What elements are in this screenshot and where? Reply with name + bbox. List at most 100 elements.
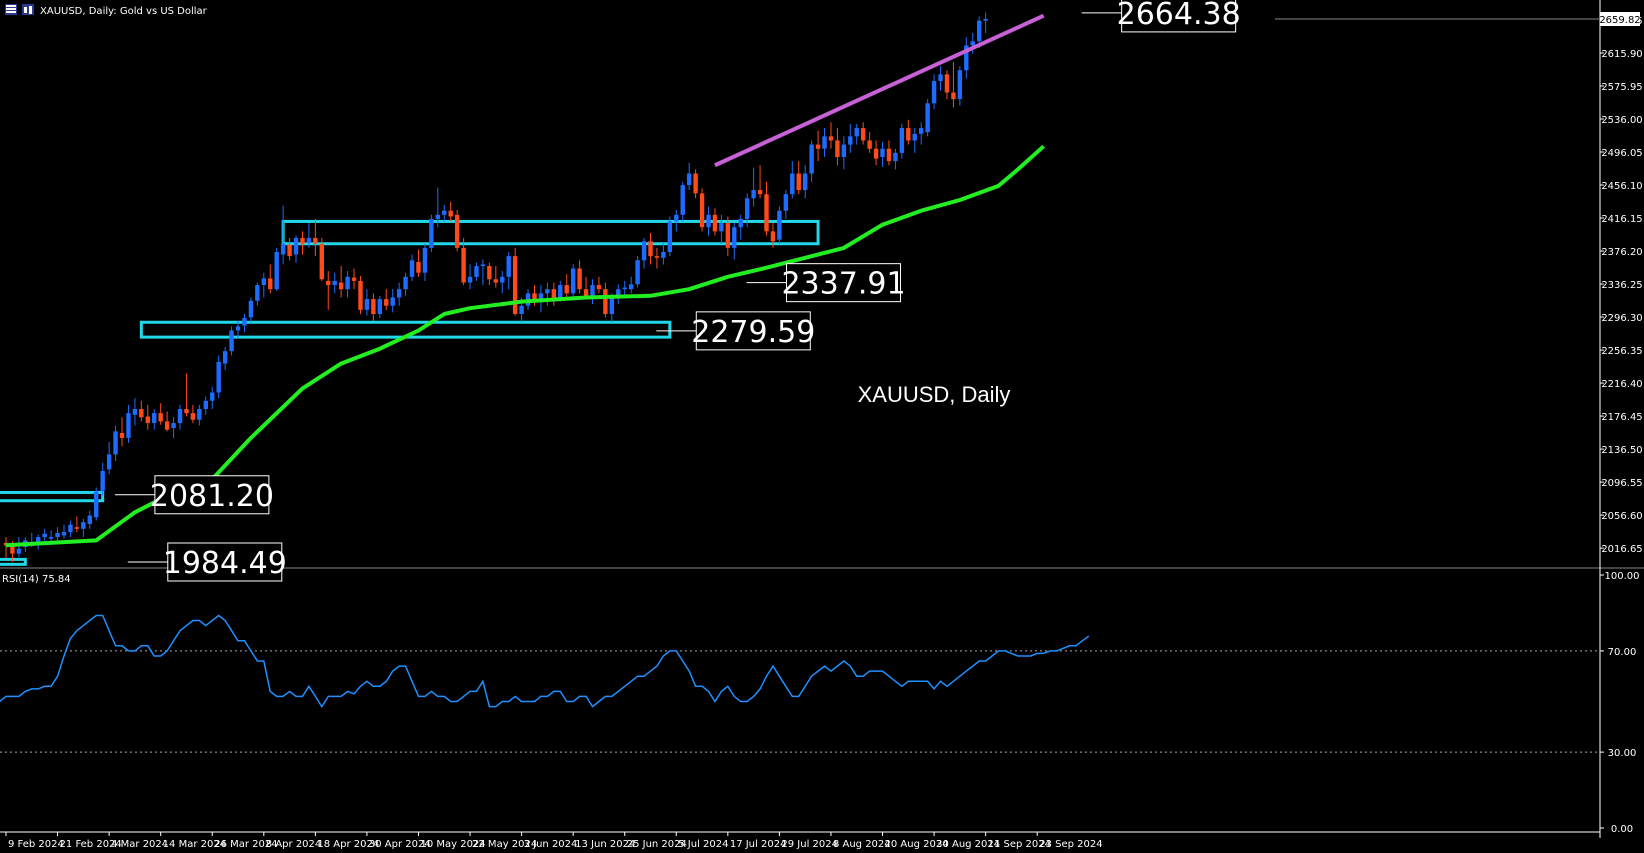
candle [274, 247, 279, 291]
candle [293, 235, 299, 263]
candle-body [764, 194, 769, 232]
trendline[interactable] [714, 13, 1045, 168]
candle-body [744, 198, 750, 219]
candle-body [384, 299, 389, 306]
candle [184, 373, 189, 417]
candle-body [886, 148, 892, 162]
candle [326, 271, 331, 310]
candles-icon[interactable] [22, 4, 34, 15]
candle [590, 279, 595, 305]
candle-body [616, 289, 621, 298]
candle-body [757, 190, 763, 195]
candle-body [351, 277, 357, 281]
candle [918, 122, 924, 145]
candle-body [751, 190, 756, 199]
candle [81, 518, 86, 538]
candle [87, 510, 92, 529]
rsi-axis: 100.00 70.00 30.00 0.00 [1600, 571, 1640, 835]
candle [416, 249, 421, 277]
price-pane: 1984.49 2081.20 2279.59 2337.91 2664.38 [0, 0, 1241, 582]
price-label-box [154, 475, 270, 515]
price-label: 2081.20 [114, 475, 274, 515]
candle [854, 123, 859, 145]
candle-body [938, 74, 943, 81]
price-label-text: 2081.20 [150, 479, 274, 514]
candle-body [558, 285, 563, 298]
price-label: 2337.91 [746, 263, 906, 303]
price-label-text: 2279.59 [691, 315, 815, 350]
candle [603, 282, 608, 318]
price-tick-label: 2136.50 [1601, 445, 1642, 456]
candle-body [570, 268, 576, 294]
candle [461, 237, 466, 286]
candle-body [674, 214, 679, 222]
candle [222, 347, 228, 371]
candle [957, 66, 963, 106]
candle-body [912, 133, 917, 141]
candle-body [422, 247, 428, 273]
rsi-tick-label: 100.00 [1605, 571, 1640, 582]
candle-body [113, 431, 118, 455]
candle-body [229, 330, 234, 352]
candle-body [222, 351, 228, 364]
candle-body [500, 276, 505, 283]
candle [435, 187, 441, 228]
candle-body [81, 522, 86, 529]
candle [906, 119, 911, 145]
candle [970, 33, 975, 54]
candle [628, 276, 634, 294]
candle [706, 206, 711, 236]
candle [719, 214, 724, 244]
candle-body [319, 243, 325, 280]
candle [583, 276, 589, 300]
candle-body [467, 276, 473, 283]
candle-body [719, 223, 724, 232]
support-zone[interactable] [0, 490, 105, 503]
candle [229, 326, 234, 356]
candle-body [603, 289, 608, 314]
candle-body [564, 285, 569, 294]
candle-body [306, 237, 312, 243]
time-tick-label: 4 Mar 2024 [111, 839, 168, 850]
candle [442, 204, 447, 222]
candle-body [248, 300, 254, 318]
candle-body [487, 266, 492, 280]
candle-body [203, 400, 208, 410]
chart-grid-icon[interactable] [5, 4, 17, 15]
symbol-annotation: XAUUSD, Daily [858, 382, 1011, 407]
candle [351, 268, 357, 290]
candle-body [732, 227, 737, 248]
candle [448, 201, 453, 222]
candle-body [396, 289, 402, 298]
candle [377, 295, 383, 319]
candle-body [635, 260, 640, 285]
candle-body [171, 423, 176, 429]
candle-body [899, 128, 905, 153]
candle-body [983, 19, 988, 21]
candle [732, 223, 737, 260]
candle [113, 425, 118, 462]
candle [235, 320, 241, 339]
candle [931, 74, 937, 110]
support-zone[interactable] [0, 557, 27, 566]
price-axis: 2655.852615.902575.952536.002496.052456.… [1275, 12, 1643, 555]
time-tick-label: 13 Jun 2024 [575, 839, 635, 850]
candle-body [332, 280, 337, 286]
time-tick-label: 11 Sep 2024 [988, 839, 1051, 850]
candle-body [648, 241, 653, 257]
candle [487, 262, 492, 286]
candle-body [48, 537, 54, 539]
candle [764, 181, 769, 236]
moving-average-line [5, 144, 1045, 548]
candle [493, 266, 499, 288]
candle-body [918, 128, 924, 134]
candle-body [377, 299, 383, 314]
candle [139, 400, 144, 422]
candle-body [841, 144, 847, 157]
candle-body [274, 252, 279, 290]
time-tick-label: 26 Mar 2024 [214, 839, 277, 850]
candle [429, 214, 434, 253]
time-tick-label: 25 Jun 2024 [627, 839, 687, 850]
candle [338, 266, 344, 298]
